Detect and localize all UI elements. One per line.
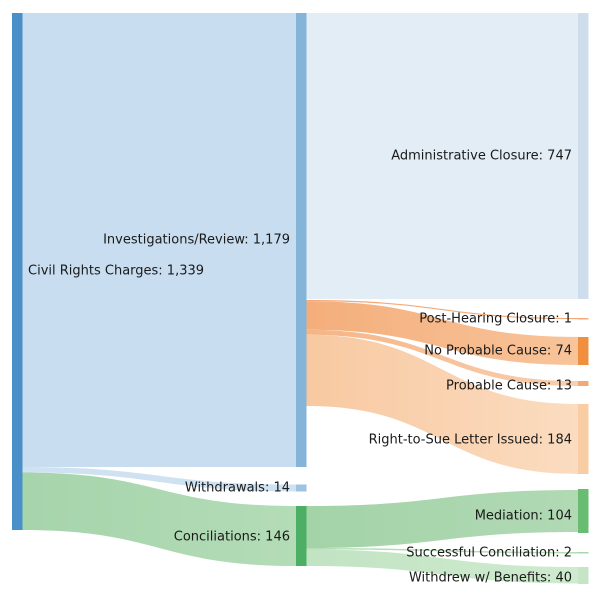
sankey-node-admin_closure [578, 13, 589, 299]
nodes-layer [12, 13, 589, 584]
sankey-node-prob_cause [578, 381, 589, 386]
sankey-link-conciliations-mediation [306, 490, 578, 548]
sankey-label-prob_cause: Probable Cause: 13 [446, 379, 572, 394]
sankey-node-withdrawals [296, 484, 307, 492]
sankey-label-withdrew_ben: Withdrew w/ Benefits: 40 [409, 571, 572, 586]
sankey-label-no_prob_cause: No Probable Cause: 74 [424, 344, 572, 359]
sankey-link-investigations-admin_closure [306, 13, 578, 299]
sankey-node-right_to_sue [578, 404, 589, 474]
sankey-label-post_hearing: Post-Hearing Closure: 1 [419, 312, 572, 327]
sankey-link-investigations-prob_cause [306, 329, 578, 386]
sankey-label-conciliations: Conciliations: 146 [174, 530, 290, 545]
sankey-link-civil_rights-conciliations [22, 472, 296, 566]
sankey-node-post_hearing [578, 318, 589, 320]
sankey-link-conciliations-withdrew_ben [306, 549, 578, 584]
sankey-node-succ_conc [578, 552, 589, 554]
sankey-node-withdrew_ben [578, 567, 589, 584]
sankey-label-admin_closure: Administrative Closure: 747 [391, 149, 572, 164]
sankey-node-mediation [578, 489, 589, 533]
sankey-label-right_to_sue: Right-to-Sue Letter Issued: 184 [369, 433, 572, 448]
sankey-node-conciliations [296, 506, 307, 566]
sankey-link-civil_rights-withdrawals [22, 467, 296, 492]
sankey-link-investigations-no_prob_cause [306, 301, 578, 365]
sankey-label-mediation: Mediation: 104 [475, 509, 572, 524]
sankey-link-investigations-post_hearing [306, 300, 578, 320]
sankey-label-investigations: Investigations/Review: 1,179 [103, 233, 290, 248]
sankey-node-investigations [296, 13, 307, 467]
labels-layer: Civil Rights Charges: 1,339 Investigation… [28, 149, 572, 586]
sankey-label-civil_rights: Civil Rights Charges: 1,339 [28, 264, 204, 279]
sankey-label-withdrawals: Withdrawals: 14 [185, 481, 290, 496]
sankey-node-civil_rights [12, 13, 23, 530]
sankey-link-civil_rights-investigations [22, 13, 296, 467]
sankey-link-conciliations-succ_conc [306, 548, 578, 554]
sankey-link-investigations-right_to_sue [306, 334, 578, 474]
sankey-label-succ_conc: Successful Conciliation: 2 [406, 546, 572, 561]
links-layer [22, 13, 578, 584]
sankey-node-no_prob_cause [578, 337, 589, 365]
